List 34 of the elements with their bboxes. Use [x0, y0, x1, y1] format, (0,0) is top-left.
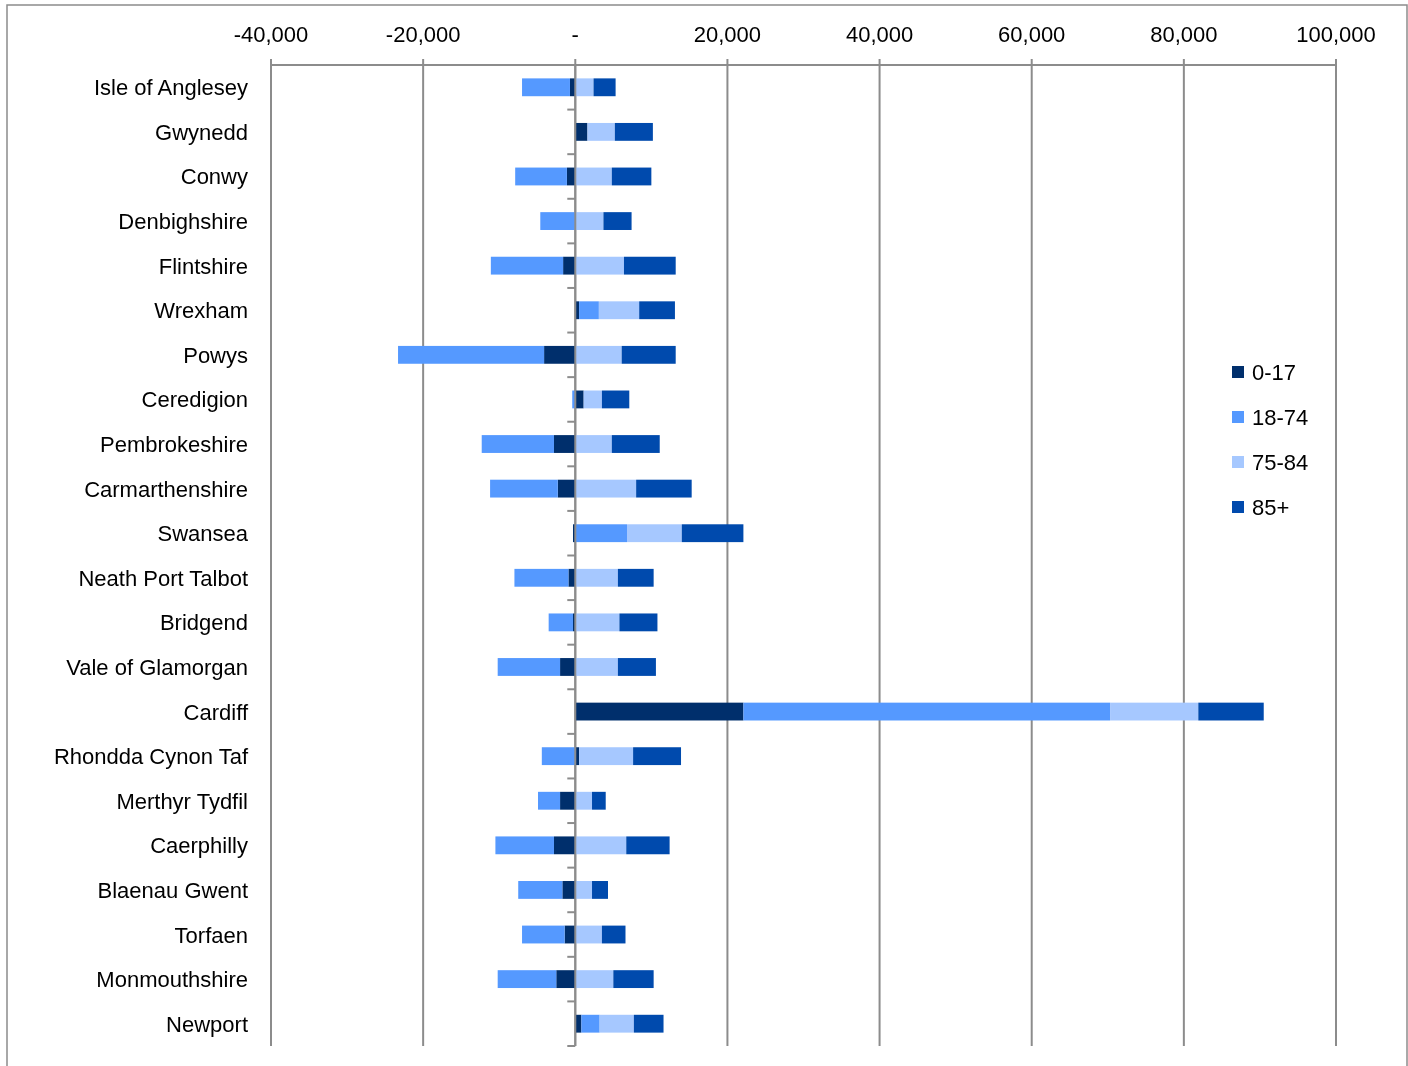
- y-tick-label: Vale of Glamorgan: [66, 654, 248, 680]
- legend-label: 85+: [1252, 495, 1290, 520]
- y-tick-label: Neath Port Talbot: [78, 565, 248, 591]
- y-tick-label: Denbighshire: [118, 209, 248, 235]
- y-tick-label: Isle of Anglesey: [93, 75, 248, 101]
- x-tick-label: 20,000: [693, 22, 762, 47]
- y-tick-label: Pembrokeshire: [100, 432, 248, 458]
- y-tick-label: Powys: [183, 342, 248, 368]
- y-tick-label: Torfaen: [174, 922, 248, 948]
- legend-label: 0-17: [1252, 360, 1297, 385]
- y-tick-label: Wrexham: [154, 298, 248, 324]
- y-tick-label: Bridgend: [159, 610, 248, 636]
- x-tick-label: -40,000: [233, 22, 309, 47]
- y-tick-label: Ceredigion: [141, 387, 248, 413]
- y-tick-label: Rhondda Cynon Taf: [53, 744, 249, 770]
- y-tick-label: Flintshire: [158, 253, 248, 279]
- x-tick-label: 40,000: [845, 22, 914, 47]
- x-tick-label: 100,000: [1296, 22, 1376, 47]
- x-tick-label: 80,000: [1150, 22, 1218, 47]
- legend-label: 18-74: [1252, 405, 1309, 430]
- y-tick-label: Blaenau Gwent: [97, 877, 248, 903]
- y-tick-label: Conwy: [180, 164, 248, 190]
- y-tick-label: Newport: [166, 1011, 248, 1037]
- y-tick-label: Carmarthenshire: [84, 476, 248, 502]
- x-tick-label: -: [571, 22, 579, 47]
- y-tick-label: Gwynedd: [155, 119, 248, 145]
- y-tick-label: Monmouthshire: [96, 967, 248, 993]
- y-tick-label: Caerphilly: [150, 833, 248, 859]
- x-tick-label: 60,000: [998, 22, 1066, 47]
- y-tick-label: Merthyr Tydfil: [116, 788, 248, 814]
- x-tick-label: -20,000: [385, 22, 461, 47]
- y-tick-label: Swansea: [157, 521, 249, 547]
- y-tick-label: Cardiff: [183, 699, 249, 725]
- legend-label: 75-84: [1252, 450, 1309, 475]
